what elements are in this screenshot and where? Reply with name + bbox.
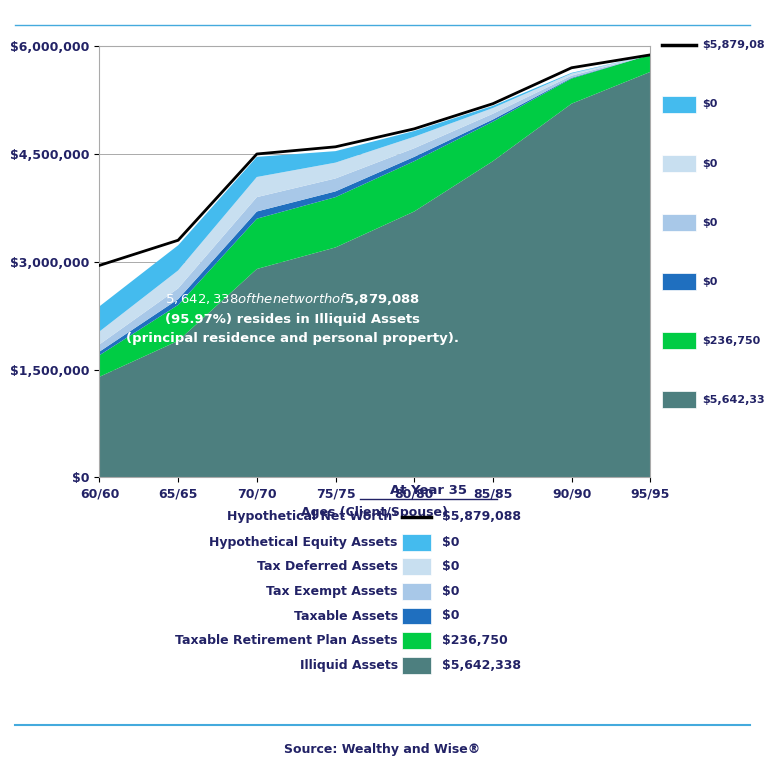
Text: $0: $0 — [442, 610, 460, 622]
Text: Source: Wealthy and Wise®: Source: Wealthy and Wise® — [285, 743, 480, 756]
Text: $0: $0 — [442, 561, 460, 573]
Text: $0: $0 — [702, 218, 718, 228]
Text: $5,642,338: $5,642,338 — [442, 659, 521, 671]
Text: $0: $0 — [702, 99, 718, 109]
Text: $0: $0 — [442, 585, 460, 598]
Text: Hypothetical Equity Assets: Hypothetical Equity Assets — [210, 536, 398, 548]
Text: $0: $0 — [702, 159, 718, 169]
Text: Taxable Retirement Plan Assets: Taxable Retirement Plan Assets — [175, 634, 398, 647]
Text: $236,750: $236,750 — [442, 634, 508, 647]
Text: $0: $0 — [702, 276, 718, 286]
Text: $0: $0 — [442, 536, 460, 548]
Text: Hypothetical Net Worth¹: Hypothetical Net Worth¹ — [227, 511, 398, 523]
Text: Illiquid Assets: Illiquid Assets — [300, 659, 398, 671]
Text: $5,642,338 of the net worth of $5,879,088
(95.97%) resides in Illiquid Assets
(p: $5,642,338 of the net worth of $5,879,08… — [125, 291, 459, 345]
Text: $236,750: $236,750 — [702, 336, 760, 346]
Text: Tax Exempt Assets: Tax Exempt Assets — [266, 585, 398, 598]
Text: At Year 35: At Year 35 — [390, 484, 467, 497]
Text: Taxable Assets: Taxable Assets — [294, 610, 398, 622]
X-axis label: Ages (Client/Spouse): Ages (Client/Spouse) — [301, 506, 448, 519]
Text: Tax Deferred Assets: Tax Deferred Assets — [257, 561, 398, 573]
Text: $5,642,338: $5,642,338 — [702, 395, 765, 405]
Text: $5,879,088: $5,879,088 — [442, 511, 521, 523]
Text: $5,879,088: $5,879,088 — [702, 41, 765, 50]
